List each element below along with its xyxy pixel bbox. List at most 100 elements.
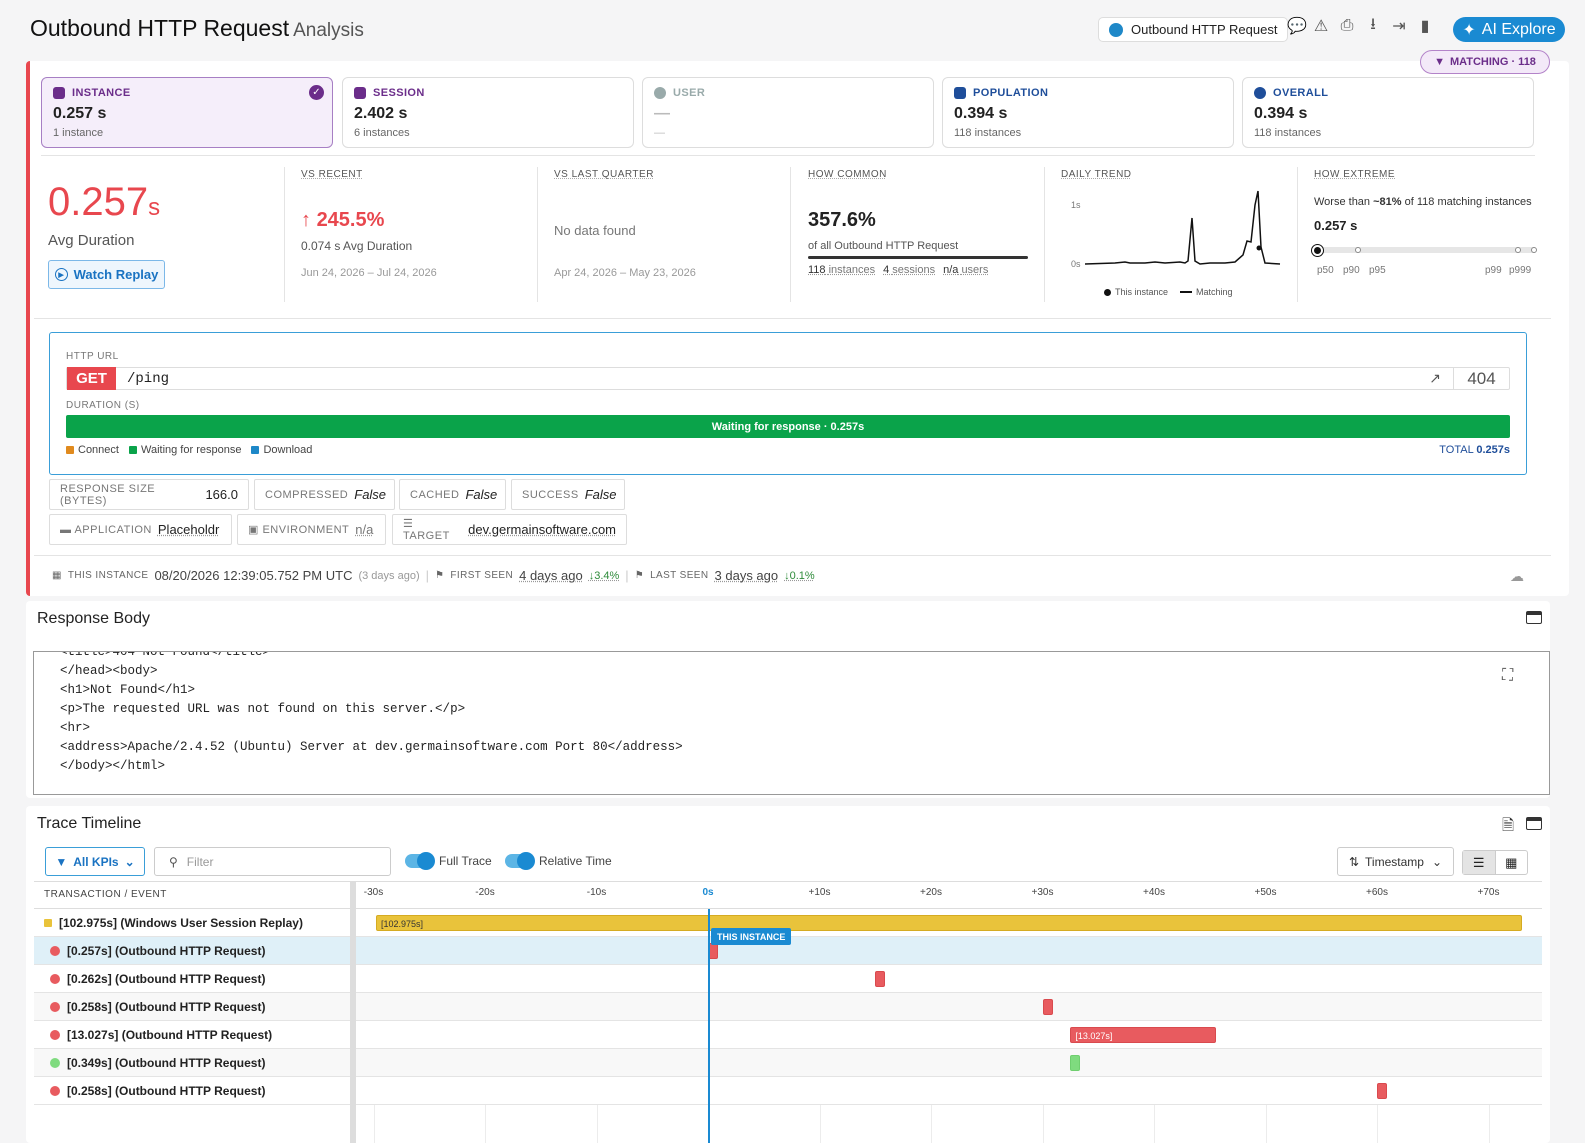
http-request-icon	[50, 1030, 60, 1040]
daily-trend-label[interactable]: DAILY TREND	[1061, 169, 1132, 180]
kpi-filter-button[interactable]: ▼ All KPIs ⌄	[45, 847, 145, 876]
duration-legend: Connect Waiting for response Download	[66, 444, 312, 456]
row-label-text: [0.262s] (Outbound HTTP Request)	[67, 972, 266, 986]
filter-input[interactable]: ⚲ Filter	[154, 847, 391, 876]
current-time-line	[708, 909, 710, 1143]
vs-recent-label[interactable]: VS RECENT	[301, 169, 363, 180]
timeline-tick-label: +30s	[1031, 887, 1054, 898]
timeline-bar[interactable]	[1042, 999, 1053, 1015]
duration-bar[interactable]: Waiting for response · 0.257s	[66, 415, 1510, 438]
timeline-row-label[interactable]: [0.258s] (Outbound HTTP Request)	[50, 993, 265, 1021]
scope-value: 0.257 s	[53, 105, 107, 122]
timeline-row-label[interactable]: [0.349s] (Outbound HTTP Request)	[50, 1049, 265, 1077]
warning-icon[interactable]: ⚠	[1313, 18, 1329, 35]
row-label-text: [0.258s] (Outbound HTTP Request)	[67, 1000, 266, 1014]
list-view-icon[interactable]: ☰	[1463, 851, 1496, 874]
first-seen-value[interactable]: 4 days ago	[519, 568, 583, 583]
brain-icon[interactable]: ☁	[1510, 568, 1524, 584]
timeline-row[interactable]	[34, 1021, 1542, 1049]
timeline-row-label[interactable]: [0.257s] (Outbound HTTP Request)	[50, 937, 265, 965]
timeline-bar[interactable]: [102.975s]	[376, 915, 1522, 931]
timeline-row-label[interactable]: [0.262s] (Outbound HTTP Request)	[50, 965, 265, 993]
last-seen-value[interactable]: 3 days ago	[714, 568, 779, 583]
event-type-label: Outbound HTTP Request	[1131, 22, 1278, 37]
trend-y-bottom: 0s	[1071, 259, 1081, 269]
collapse-icon[interactable]	[1526, 611, 1542, 624]
p99-marker	[1515, 247, 1521, 253]
timeline-row[interactable]	[34, 993, 1542, 1021]
external-link-icon[interactable]: ↗	[1429, 370, 1441, 386]
timeline-row-label[interactable]: [13.027s] (Outbound HTTP Request)	[50, 1021, 272, 1049]
divider	[41, 155, 1535, 156]
timeline-bar[interactable]	[1070, 1055, 1081, 1071]
toggle-switch	[405, 852, 435, 870]
vs-last-quarter-dates: Apr 24, 2026 – May 23, 2026	[554, 267, 696, 279]
scope-card-session[interactable]: SESSION 2.402 s 6 instances	[342, 77, 634, 148]
row-label-text: [0.349s] (Outbound HTTP Request)	[67, 1056, 266, 1070]
scope-count: 1 instance	[53, 127, 104, 139]
p999-marker	[1531, 247, 1537, 253]
timeline-row[interactable]	[34, 1049, 1542, 1077]
trend-line	[1085, 190, 1281, 265]
bookmark-icon[interactable]: ▮	[1420, 18, 1430, 35]
instances-count[interactable]: 118 instances	[808, 264, 876, 276]
legend-connect: Connect	[66, 444, 119, 456]
how-common-desc: of all Outbound HTTP Request	[808, 240, 959, 252]
print-icon[interactable]: ⎙	[1340, 17, 1354, 34]
trend-legend: This instance Matching	[1104, 287, 1233, 297]
globe-icon	[1254, 87, 1266, 99]
vs-recent-dates: Jun 24, 2026 – Jul 24, 2026	[301, 267, 437, 279]
legend-waiting: Waiting for response	[128, 444, 241, 456]
timeline-row[interactable]	[34, 1077, 1542, 1105]
vs-last-quarter-label[interactable]: VS LAST QUARTER	[554, 169, 654, 180]
matching-filter-button[interactable]: ▼ MATCHING · 118	[1420, 50, 1550, 74]
full-trace-label: Full Trace	[439, 854, 492, 868]
play-circle-icon: ▶	[54, 268, 68, 281]
comment-icon[interactable]: 💬	[1287, 18, 1307, 35]
watch-replay-button[interactable]: ▶ Watch Replay	[48, 260, 165, 289]
scope-card-population[interactable]: POPULATION 0.394 s 118 instances	[942, 77, 1234, 148]
timeline-tick-label: -10s	[586, 887, 607, 898]
timeline-bar[interactable]: [13.027s]	[1070, 1027, 1216, 1043]
timeline-bar[interactable]	[708, 943, 718, 959]
scope-card-instance[interactable]: INSTANCE 0.257 s 1 instance ✓	[41, 77, 333, 148]
timeline-tick-label: +10s	[808, 887, 831, 898]
timeline-row-label[interactable]: [102.975s] (Windows User Session Replay)	[44, 909, 303, 937]
p90-label: p90	[1343, 265, 1360, 276]
full-trace-toggle[interactable]: Full Trace	[405, 852, 492, 870]
relative-time-toggle[interactable]: Relative Time	[505, 852, 612, 870]
column-resizer[interactable]	[350, 881, 356, 1143]
download-icon[interactable]: ⭳	[1370, 15, 1376, 33]
dot-icon	[1104, 288, 1111, 296]
sign-in-icon[interactable]: ⇥	[1392, 18, 1406, 35]
timeline-row-label[interactable]: [0.258s] (Outbound HTTP Request)	[50, 1077, 265, 1105]
timeline-row[interactable]	[34, 965, 1542, 993]
how-extreme-section	[1298, 167, 1550, 302]
prop-environment: ▣ ENVIRONMENT n/a	[237, 514, 386, 545]
scope-label: INSTANCE	[72, 87, 131, 99]
row-label-text: [13.027s] (Outbound HTTP Request)	[67, 1028, 273, 1042]
how-common-label[interactable]: HOW COMMON	[808, 169, 887, 180]
event-type-chip[interactable]: Outbound HTTP Request	[1098, 17, 1289, 42]
http-url-label: HTTP URL	[66, 351, 119, 362]
scope-count: 6 instances	[354, 127, 410, 139]
ai-explore-button[interactable]: ✦ AI Explore	[1453, 17, 1565, 42]
sort-dropdown[interactable]: ⇅ Timestamp ⌄	[1337, 847, 1454, 876]
collapse-icon[interactable]	[1526, 817, 1542, 830]
expand-icon[interactable]: ⛶	[1502, 667, 1514, 684]
timeline-bar[interactable]	[875, 971, 886, 987]
row-label-text: [0.257s] (Outbound HTTP Request)	[67, 944, 266, 958]
scope-card-overall[interactable]: OVERALL 0.394 s 118 instances	[1242, 77, 1534, 148]
user-icon	[654, 87, 666, 99]
how-extreme-label[interactable]: HOW EXTREME	[1314, 169, 1396, 180]
column-header: TRANSACTION / EVENT	[44, 889, 167, 900]
timeline-bar[interactable]	[1377, 1083, 1387, 1099]
timeline-tick-label: +50s	[1254, 887, 1277, 898]
table-view-icon[interactable]: ▦	[1505, 854, 1518, 870]
sessions-count[interactable]: 4 sessions	[883, 264, 936, 276]
prop-application: ▬ APPLICATION Placeholdr	[49, 514, 232, 545]
users-count[interactable]: n/a users	[943, 264, 989, 276]
method-badge: GET	[67, 367, 116, 390]
csv-export-icon[interactable]: 🗎	[1502, 817, 1515, 834]
kpi-filter-label: All KPIs	[73, 854, 119, 869]
